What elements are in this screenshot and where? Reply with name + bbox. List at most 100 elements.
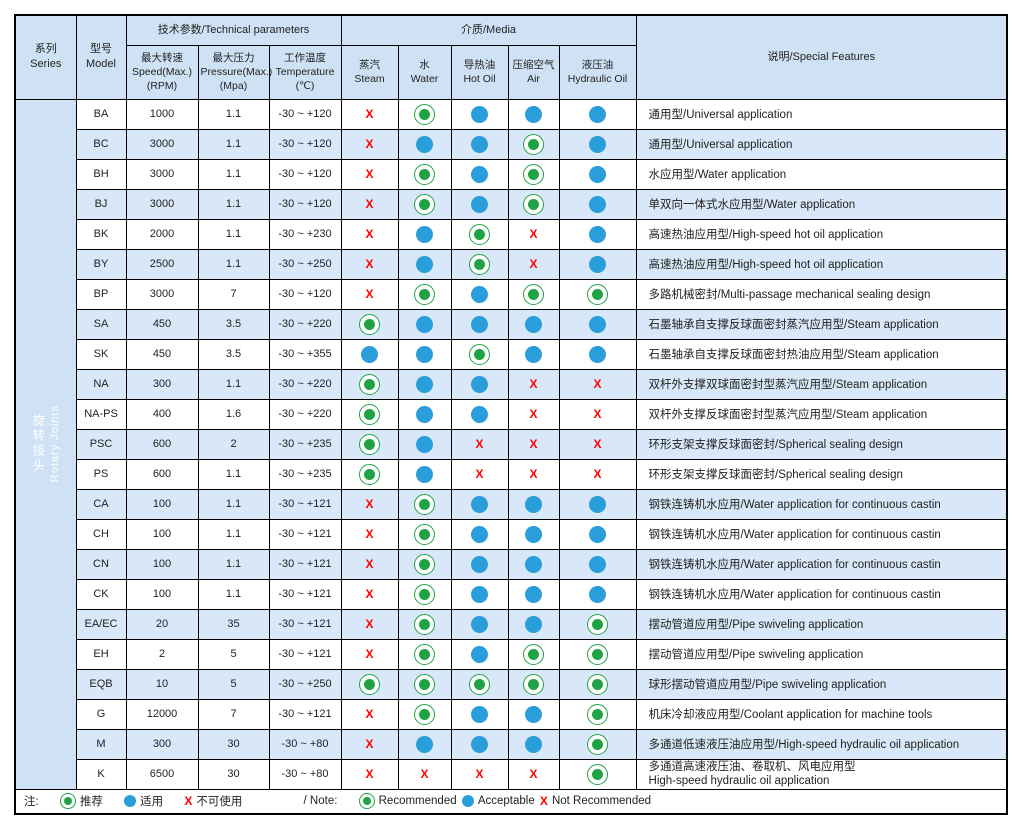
model-cell: BH [75,158,127,190]
not-recommended-x-icon: X [475,767,484,781]
pressure-cell: 2 [197,428,270,460]
not-recommended-x-icon: X [365,137,374,151]
model-cell: NA [75,368,127,400]
recommended-icon [414,613,435,635]
media-hydraulic-oil-cell [558,518,637,550]
media-water-cell [397,278,452,310]
media-steam-cell: X [340,518,399,550]
temperature-cell: -30 ~ +220 [268,368,342,400]
feature-cell: 高速热油应用型/High-speed hot oil application [635,248,1008,280]
air-column-header: 压缩空气 Air [507,44,560,100]
table-body: 旋转接头 Rotary Joints BA 1000 1.1 -30 ~ +120 … [14,98,1008,790]
recommended-icon [587,283,609,305]
feature-cell: 单双向一体式水应用型/Water application [635,188,1008,220]
temperature-cell: -30 ~ +120 [268,128,342,160]
media-air-cell [507,698,560,730]
table-row: BH 3000 1.1 -30 ~ +120 X 水应用型/Water appl… [15,158,1008,190]
not-recommended-x-icon: X [593,377,602,391]
legend-cell: 注: 推荐 适用 X 不可使用 / Note: [14,788,1008,815]
media-hot-oil-cell [450,368,509,400]
media-hot-oil-cell [450,518,509,550]
media-water-cell [397,338,452,370]
media-water-cell [397,188,452,220]
table-row: G 12000 7 -30 ~ +121 X 机床冷却液应用型/Coolant … [15,698,1008,730]
pressure-cell: 5 [197,638,270,670]
not-recommended-x-icon: X [529,767,538,781]
temperature-cell: -30 ~ +355 [268,338,342,370]
speed-cell: 600 [125,458,199,490]
recommended-icon [587,643,609,665]
media-steam-cell [340,668,399,700]
recommended-icon [523,163,544,185]
speed-cell: 2500 [125,248,199,280]
water-header-zh: 水 [419,58,430,71]
air-header-zh: 压缩空气 [512,58,555,71]
speed-cell: 12000 [125,698,199,730]
acceptable-icon [589,135,607,153]
not-recommended-x-icon: X [365,527,374,541]
acceptable-icon [525,315,542,333]
media-hot-oil-cell: X [450,758,509,790]
media-steam-cell: X [340,248,399,280]
media-water-cell: X [397,758,452,790]
acceptable-icon [471,525,488,543]
temperature-cell: -30 ~ +235 [268,458,342,490]
acceptable-icon [416,375,433,393]
model-header-zh: 型号 [90,43,112,56]
hot-oil-header-en: Hot Oil [463,73,496,85]
air-header-en: Air [527,73,540,85]
media-steam-cell: X [340,488,399,520]
acceptable-icon [589,165,607,183]
recommended-icon [523,673,544,695]
pressure-cell: 1.1 [197,578,270,610]
acceptable-icon [525,615,542,633]
pressure-cell: 1.1 [197,128,270,160]
recommended-icon [587,673,609,695]
media-hot-oil-cell [450,338,509,370]
not-recommended-x-icon: X [365,557,374,571]
feature-cell: 石墨轴承自支撑反球面密封热油应用型/Steam application [635,338,1008,370]
not-recommended-x-icon: X [365,257,374,271]
legend-not-recommended-en: X Not Recommended [539,794,652,809]
acceptable-icon [416,255,433,273]
temperature-cell: -30 ~ +121 [268,698,342,730]
acceptable-icon [471,735,488,753]
not-recommended-x-icon: X [365,647,374,661]
media-steam-cell: X [340,128,399,160]
media-steam-cell: X [340,158,399,190]
not-recommended-x-icon: X [365,767,374,781]
media-water-cell [397,308,452,340]
media-steam-cell: X [340,698,399,730]
feature-cell: 环形支架支撑反球面密封/Spherical sealing design [635,458,1008,490]
media-air-cell [507,488,560,520]
speed-cell: 3000 [125,128,199,160]
media-air-cell [507,338,560,370]
media-water-cell [397,638,452,670]
media-steam-cell [340,308,399,340]
table-row: EA/EC 20 35 -30 ~ +121 X 摆动管道应用型/Pipe sw… [15,608,1008,640]
media-hot-oil-cell [450,398,509,430]
media-hot-oil-cell: X [450,428,509,460]
media-water-cell [397,248,452,280]
media-hydraulic-oil-cell [558,578,637,610]
acceptable-icon [416,345,433,363]
acceptable-icon [416,225,433,243]
not-recommended-x-icon: X [539,794,548,809]
speed-cell: 2 [125,638,199,670]
media-air-cell [507,728,560,760]
temperature-header-unit: (℃) [295,80,315,93]
table-row: BJ 3000 1.1 -30 ~ +120 X 单双向一体式水应用型/Wate… [15,188,1008,220]
speed-cell: 6500 [125,758,199,790]
steam-column-header: 蒸汽 Steam [340,44,399,100]
model-cell: BJ [75,188,127,220]
water-column-header: 水 Water [397,44,452,100]
pressure-cell: 1.6 [197,398,270,430]
pressure-column-header: 最大压力 Pressure(Max.) (Mpa) [197,44,272,100]
speed-cell: 2000 [125,218,199,250]
acceptable-icon [525,705,542,723]
media-hot-oil-cell [450,188,509,220]
not-recommended-x-icon: X [420,767,429,781]
media-hot-oil-cell [450,248,509,280]
pressure-cell: 3.5 [197,308,270,340]
not-recommended-x-icon: X [365,167,374,181]
